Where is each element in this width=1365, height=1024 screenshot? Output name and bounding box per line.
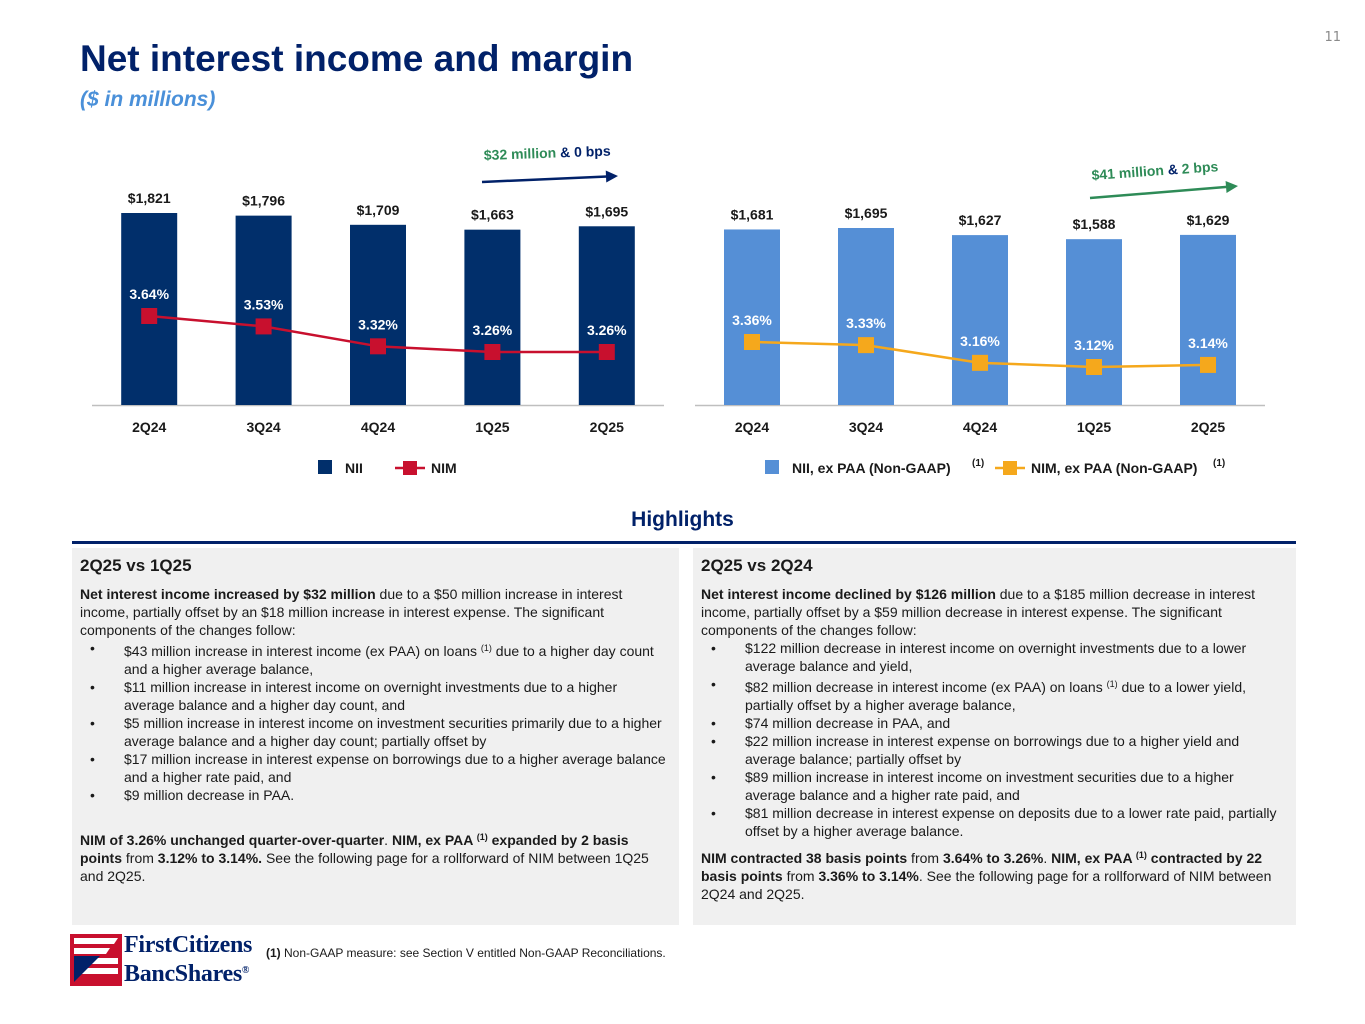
bullet-list: $122 million decrease in interest income… xyxy=(701,639,1288,840)
highlights-panel-qoq: 2Q25 vs 1Q25 Net interest income increas… xyxy=(72,548,679,925)
legend-label: NIM xyxy=(431,460,457,476)
highlights-title: Highlights xyxy=(631,508,734,531)
page-title: Net interest income and margin xyxy=(80,38,634,79)
line-data-label: 3.14% xyxy=(1188,335,1228,351)
line-marker xyxy=(141,308,158,324)
line-marker xyxy=(1200,356,1216,373)
bar-data-label: $1,663 xyxy=(471,207,514,223)
bullet-list: $43 million increase in interest income … xyxy=(80,639,671,804)
panel-summary: Net interest income declined by $126 mil… xyxy=(701,586,1256,638)
list-item: $81 million decrease in interest expense… xyxy=(701,804,1288,840)
panel-nim-summary: NIM of 3.26% unchanged quarter-over-quar… xyxy=(80,832,649,884)
x-tick-label: 3Q24 xyxy=(849,419,883,435)
line-data-label: 3.16% xyxy=(960,333,1000,349)
list-item: $9 million decrease in PAA. xyxy=(80,786,671,804)
highlights-divider xyxy=(72,541,1296,544)
trend-annotation: $41 million & 2 bps xyxy=(1091,158,1219,183)
line-data-label: 3.12% xyxy=(1074,337,1114,353)
legend-footnote-mark: (1) xyxy=(1213,458,1225,469)
x-tick-label: 1Q25 xyxy=(1077,419,1111,435)
bar xyxy=(1066,239,1122,405)
footnote: (1) Non-GAAP measure: see Section V enti… xyxy=(266,946,666,960)
bar xyxy=(350,224,406,405)
charts-area: $1,821 2Q24 $1,796 3Q24 $1,709 4Q24 $1,663 1Q25… xyxy=(92,143,1265,476)
list-item: $17 million increase in interest expense… xyxy=(80,750,671,786)
x-tick-label: 3Q24 xyxy=(246,419,280,435)
bar xyxy=(952,235,1008,405)
x-tick-label: 2Q25 xyxy=(1191,419,1225,435)
line-data-label: 3.32% xyxy=(358,316,398,332)
bar xyxy=(1180,234,1236,405)
trend-arrow-head xyxy=(1225,180,1238,193)
x-tick-label: 1Q25 xyxy=(475,419,509,435)
panel-heading: 2Q25 vs 1Q25 xyxy=(80,556,192,575)
list-item: $122 million decrease in interest income… xyxy=(701,639,1288,675)
panel-heading: 2Q25 vs 2Q24 xyxy=(701,556,813,575)
company-logo xyxy=(70,934,122,986)
x-tick-label: 2Q24 xyxy=(735,419,769,435)
x-tick-label: 4Q24 xyxy=(361,419,395,435)
legend-swatch-marker xyxy=(403,461,417,475)
bar-data-label: $1,695 xyxy=(585,203,628,219)
bar-data-label: $1,709 xyxy=(357,202,400,218)
legend-footnote-mark: (1) xyxy=(972,458,984,469)
line-data-label: 3.33% xyxy=(846,315,886,331)
list-item: $5 million increase in interest income o… xyxy=(80,714,671,750)
flag-icon xyxy=(70,934,122,986)
trend-arrow xyxy=(481,175,611,184)
page-number: 11 xyxy=(1324,30,1341,45)
company-logo-text: FirstCitizens BancShares® xyxy=(124,932,253,987)
list-item: $89 million increase in interest income … xyxy=(701,768,1288,804)
legend-swatch-bar xyxy=(318,460,332,474)
x-tick-label: 2Q24 xyxy=(132,419,166,435)
list-item: $82 million decrease in interest income … xyxy=(701,675,1288,714)
line-marker xyxy=(1086,359,1102,375)
bar xyxy=(724,229,780,405)
bar xyxy=(578,226,635,405)
line-data-label: 3.64% xyxy=(129,286,169,302)
line-marker xyxy=(598,344,615,360)
bar-data-label: $1,821 xyxy=(128,190,171,206)
trend-arrow xyxy=(1089,185,1231,200)
list-item: $11 million increase in interest income … xyxy=(80,678,671,714)
line-marker xyxy=(255,318,272,335)
bar xyxy=(838,228,894,405)
legend-label: NII, ex PAA (Non-GAAP) xyxy=(792,460,951,476)
line-marker xyxy=(744,334,760,350)
line-marker xyxy=(858,337,874,354)
trend-arrow-head xyxy=(605,170,618,183)
trend-annotation: $32 million & 0 bps xyxy=(484,143,612,163)
line-marker xyxy=(972,354,988,371)
bar-data-label: $1,629 xyxy=(1187,212,1230,228)
legend-swatch-bar xyxy=(765,460,779,474)
list-item: $22 million increase in interest expense… xyxy=(701,732,1288,768)
line-marker xyxy=(370,338,386,355)
list-item: $43 million increase in interest income … xyxy=(80,639,671,678)
bar-data-label: $1,796 xyxy=(242,193,285,209)
legend-label: NIM, ex PAA (Non-GAAP) xyxy=(1031,460,1197,476)
legend-label: NII xyxy=(345,460,363,476)
legend-swatch-marker xyxy=(1003,461,1017,475)
bar-data-label: $1,681 xyxy=(731,206,774,222)
panel-summary: Net interest income increased by $32 mil… xyxy=(80,586,623,638)
line-data-label: 3.26% xyxy=(473,322,513,338)
line-marker xyxy=(484,344,501,360)
bar xyxy=(464,229,521,405)
line-data-label: 3.36% xyxy=(732,312,772,328)
x-tick-label: 4Q24 xyxy=(963,419,997,435)
bar-data-label: $1,695 xyxy=(845,205,888,221)
bar-data-label: $1,588 xyxy=(1073,216,1116,232)
page-subtitle: ($ in millions) xyxy=(80,88,216,111)
list-item: $74 million decrease in PAA, and xyxy=(701,714,1288,732)
x-tick-label: 2Q25 xyxy=(590,419,624,435)
line-data-label: 3.26% xyxy=(587,322,627,338)
line-data-label: 3.53% xyxy=(244,296,284,312)
panel-nim-summary: NIM contracted 38 basis points from 3.64… xyxy=(701,850,1272,902)
highlights-panel-yoy: 2Q25 vs 2Q24 Net interest income decline… xyxy=(693,548,1296,925)
bar-data-label: $1,627 xyxy=(959,212,1002,228)
bar xyxy=(235,215,292,405)
